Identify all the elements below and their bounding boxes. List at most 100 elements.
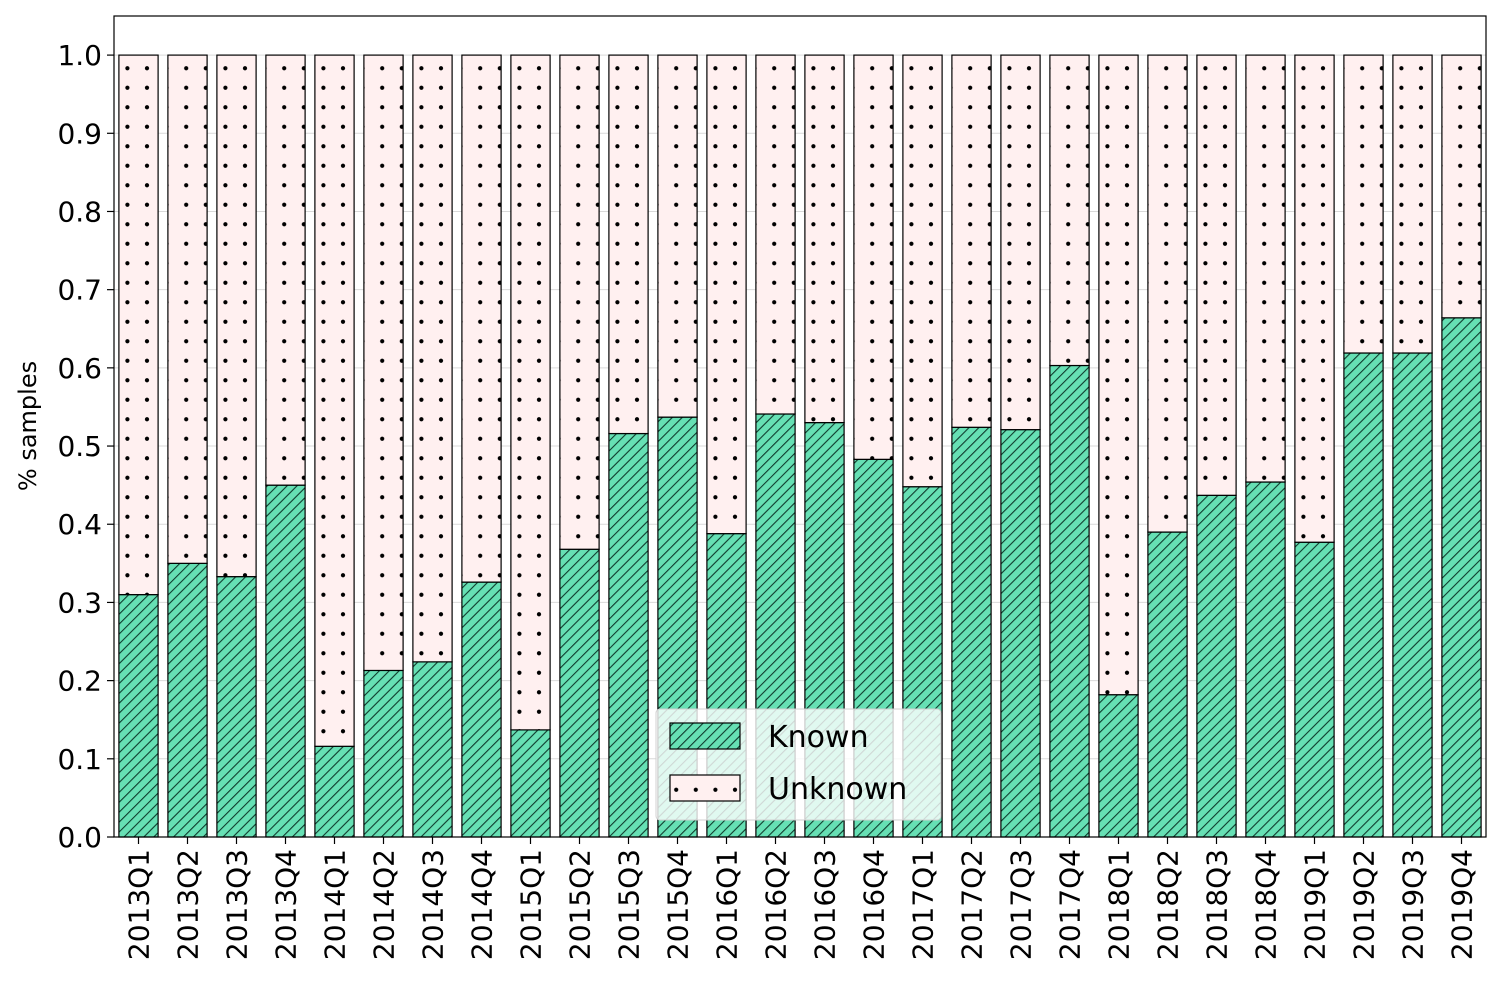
x-tick-label: 2018Q3	[1201, 849, 1234, 960]
y-tick-label: 0.3	[57, 586, 102, 619]
bar-unknown-2017Q2	[951, 54, 992, 428]
x-tick-label: 2019Q4	[1446, 849, 1479, 960]
y-tick-label: 0.9	[57, 117, 102, 150]
y-tick-label: 0.1	[57, 743, 102, 776]
x-tick-label: 2015Q4	[662, 849, 695, 960]
bar-unknown-2018Q1	[1098, 54, 1139, 696]
y-tick-label: 1.0	[57, 39, 102, 72]
x-tick-label: 2016Q1	[711, 849, 744, 960]
bar-known-2019Q3	[1392, 352, 1433, 838]
bar-known-2017Q2	[951, 426, 992, 838]
x-tick-label: 2013Q4	[270, 849, 303, 960]
plot-frame	[113, 15, 1487, 838]
x-tick-label: 2013Q3	[221, 849, 254, 960]
bar-known-2014Q1	[314, 745, 355, 838]
bar-unknown-2019Q3	[1392, 54, 1433, 354]
bar-known-2013Q1	[118, 594, 159, 838]
bar-known-2019Q2	[1343, 352, 1384, 838]
x-tick-label: 2013Q1	[123, 849, 156, 960]
x-tick-label: 2014Q2	[368, 849, 401, 960]
legend: Known Unknown	[655, 708, 942, 821]
x-tick-label: 2015Q1	[515, 849, 548, 960]
x-tick-label: 2018Q2	[1152, 849, 1185, 960]
bar-unknown-2018Q3	[1196, 54, 1237, 496]
y-tick-label: 0.7	[57, 274, 102, 307]
bar-unknown-2019Q4	[1441, 54, 1482, 319]
y-tick-label: 0.0	[57, 821, 102, 854]
bar-unknown-2014Q4	[461, 54, 502, 583]
x-tick-label: 2019Q3	[1397, 849, 1430, 960]
bar-unknown-2018Q2	[1147, 54, 1188, 533]
bar-unknown-2019Q1	[1294, 54, 1335, 543]
bar-known-2017Q3	[1000, 429, 1041, 838]
x-tick-label: 2016Q4	[858, 849, 891, 960]
bar-unknown-2013Q3	[216, 54, 257, 578]
x-tick-label: 2015Q2	[564, 849, 597, 960]
x-tick-label: 2017Q2	[956, 849, 989, 960]
bar-known-2019Q4	[1441, 317, 1482, 838]
y-tick-label: 0.4	[57, 508, 102, 541]
x-tick-label: 2013Q2	[172, 849, 205, 960]
legend-swatch-known	[669, 722, 741, 750]
bar-unknown-2013Q2	[167, 54, 208, 564]
y-tick-label: 0.8	[57, 195, 102, 228]
bar-known-2014Q2	[363, 669, 404, 838]
x-tick-label: 2018Q4	[1250, 849, 1283, 960]
bar-known-2019Q1	[1294, 541, 1335, 838]
y-axis-title: % samples	[14, 361, 42, 491]
bar-unknown-2017Q1	[902, 54, 943, 488]
bar-unknown-2016Q1	[706, 54, 747, 535]
x-tick-label: 2016Q3	[809, 849, 842, 960]
bar-unknown-2017Q3	[1000, 54, 1041, 431]
bar-unknown-2018Q4	[1245, 54, 1286, 483]
y-axis: 0.0 0.1 0.2 0.3 0.4 0.5 0.6 0.7 0.8 0.9 1.0	[57, 39, 114, 854]
bar-known-2013Q4	[265, 484, 306, 838]
x-tick-label: 2014Q3	[417, 849, 450, 960]
bar-unknown-2014Q1	[314, 54, 355, 747]
bar-known-2017Q4	[1049, 364, 1090, 838]
x-tick-label: 2015Q3	[613, 849, 646, 960]
bar-unknown-2013Q4	[265, 54, 306, 486]
bar-known-2014Q3	[412, 661, 453, 838]
x-tick-label: 2017Q3	[1005, 849, 1038, 960]
y-tick-label: 0.5	[57, 430, 102, 463]
bar-unknown-2019Q2	[1343, 54, 1384, 354]
bar-unknown-2016Q2	[755, 54, 796, 415]
bar-unknown-2014Q2	[363, 54, 404, 672]
y-tick-label: 0.2	[57, 665, 102, 698]
bar-known-2015Q1	[510, 729, 551, 838]
x-tick-label: 2018Q1	[1103, 849, 1136, 960]
bar-known-2018Q4	[1245, 481, 1286, 838]
legend-label-unknown: Unknown	[768, 772, 907, 807]
bar-unknown-2017Q4	[1049, 54, 1090, 367]
bar-unknown-2015Q4	[657, 54, 698, 418]
legend-swatch-unknown	[669, 774, 741, 802]
x-tick-label: 2019Q1	[1299, 849, 1332, 960]
bar-known-2015Q2	[559, 548, 600, 838]
bar-known-2013Q2	[167, 562, 208, 838]
bar-known-2014Q4	[461, 581, 502, 838]
bar-known-2013Q3	[216, 576, 257, 838]
x-tick-label: 2014Q4	[466, 849, 499, 960]
bar-unknown-2016Q3	[804, 54, 845, 424]
x-tick-label: 2017Q4	[1054, 849, 1087, 960]
bar-unknown-2015Q3	[608, 54, 649, 435]
bar-known-2018Q1	[1098, 694, 1139, 838]
x-tick-label: 2014Q1	[319, 849, 352, 960]
x-tick-label: 2017Q1	[907, 849, 940, 960]
legend-label-known: Known	[768, 720, 869, 755]
bar-unknown-2015Q1	[510, 54, 551, 731]
x-axis: 2013Q1 2013Q2 2013Q3 2013Q4 2014Q1 2014Q2 2014…	[123, 837, 1479, 960]
bar-unknown-2014Q3	[412, 54, 453, 663]
bar-known-2015Q3	[608, 432, 649, 838]
bar-known-2018Q2	[1147, 531, 1188, 838]
x-tick-label: 2016Q2	[760, 849, 793, 960]
bar-known-2018Q3	[1196, 494, 1237, 838]
bars	[118, 54, 1482, 838]
y-tick-label: 0.6	[57, 352, 102, 385]
bar-unknown-2015Q2	[559, 54, 600, 550]
x-tick-label: 2019Q2	[1348, 849, 1381, 960]
bar-unknown-2013Q1	[118, 54, 159, 596]
bar-unknown-2016Q4	[853, 54, 894, 460]
